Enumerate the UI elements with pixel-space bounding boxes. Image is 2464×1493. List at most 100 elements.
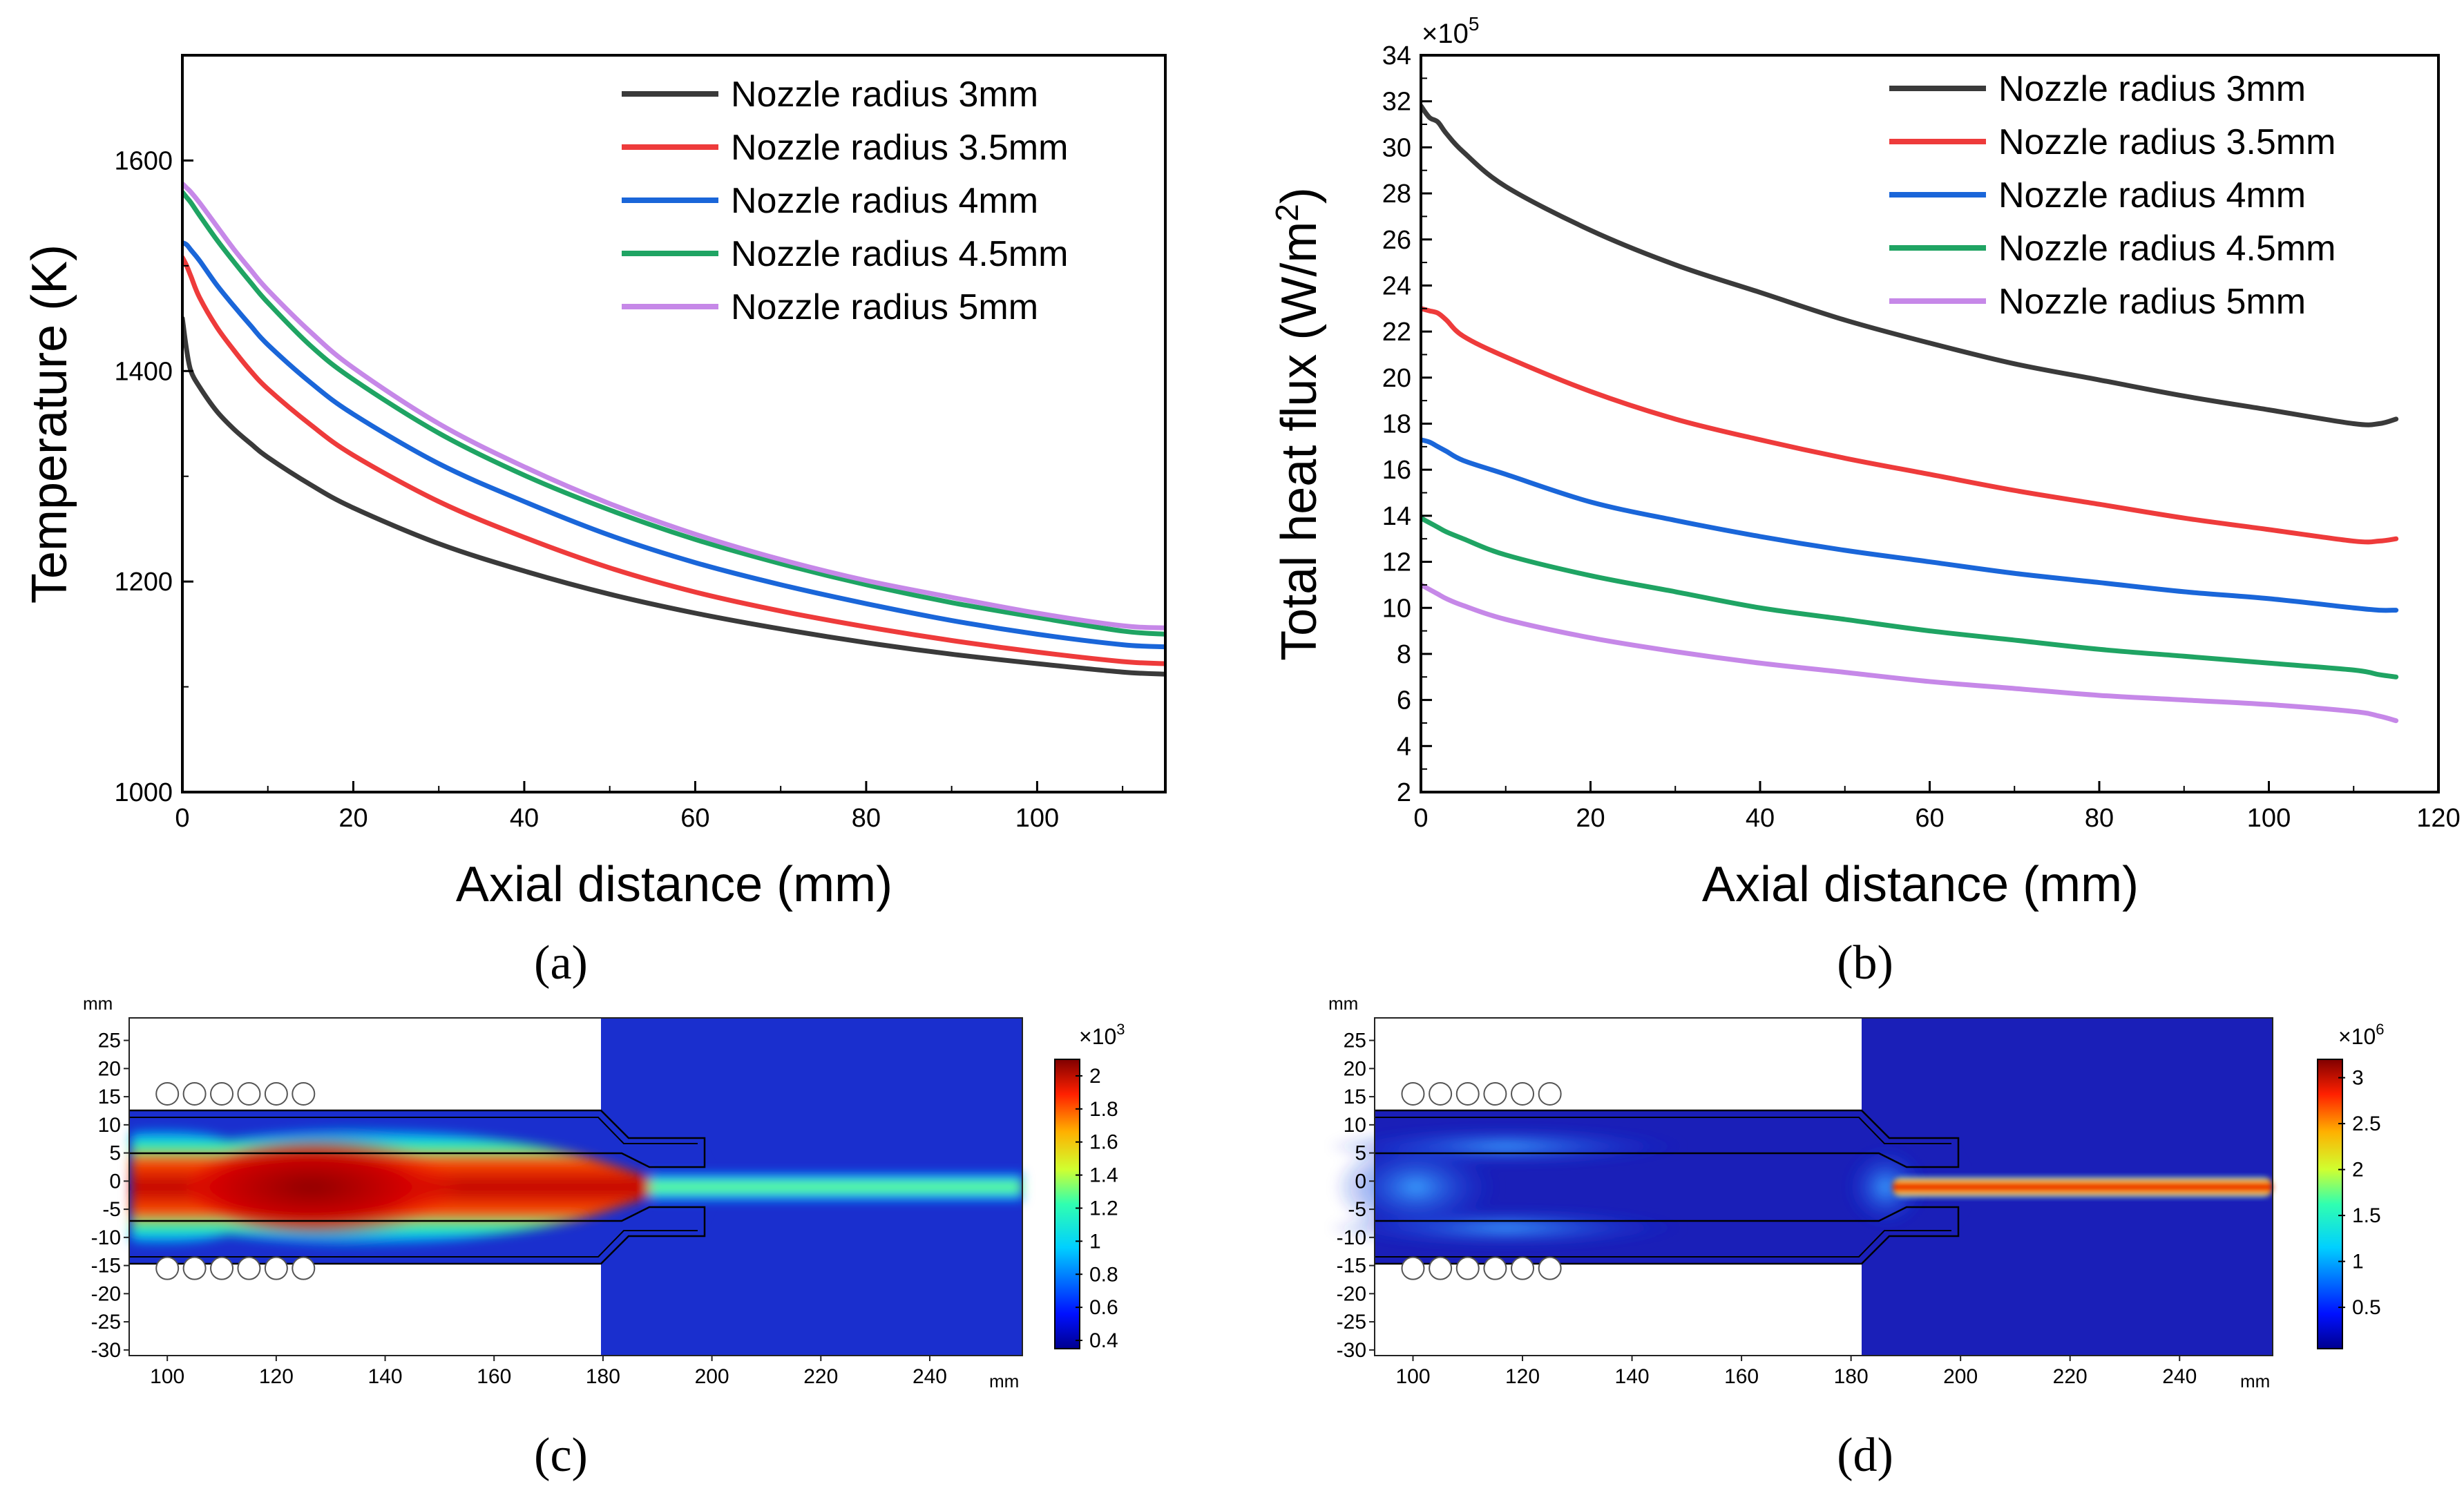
heat-flux-series-group [1421,103,2399,724]
coil-turn-3 [1455,1256,1480,1280]
heat-flux-x-axis-label: Axial distance (mm) [1702,857,2139,912]
map-y-tick-label: 10 [98,1114,121,1137]
map-y-tick-label: 25 [1344,1030,1366,1052]
map-x-tick-label: 100 [1395,1365,1430,1388]
temperature-field-wall-bottom [129,1206,706,1265]
colorbar-tick-label: 1.8 [1089,1098,1118,1121]
colorbar-tick-label: 2 [1089,1065,1101,1088]
heat-flux-ticks: 0 20 40 60 80 100 1202468101214161820222426283… [1382,41,2461,833]
series-line-4 [182,189,1165,637]
x-tick-label: 80 [2085,804,2114,833]
x-tick-label: 20 [338,804,367,833]
y-tick-label: 2 [1397,778,1411,807]
temperature-field-unit-y: mm [83,993,113,1014]
map-x-tick-label: 140 [1615,1365,1650,1388]
coil-turn-2 [1429,1256,1453,1280]
x-tick-label: 0 [1413,804,1428,833]
coil-turn-6 [1538,1082,1562,1106]
x-tick-label: 20 [1576,804,1605,833]
y-tick-label: 12 [1382,548,1411,577]
legend-label-2: Nozzle radius 3.5mm [731,128,1068,168]
temperature-x-axis-label: Axial distance (mm) [456,857,892,912]
coil-turn-5 [1511,1082,1535,1106]
temperature-y-axis-label: Temperature (K) [22,244,77,604]
coil-turn-2 [1429,1082,1453,1106]
coil-turn-5 [264,1082,288,1106]
coil-turn-1 [155,1256,180,1280]
colorbar-tick-label: 0.6 [1089,1296,1118,1319]
heat-flux-y-axis-label: Total heat flux (W/m2) [1269,187,1327,661]
legend-label-3: Nozzle radius 4mm [1998,175,2306,215]
map-y-tick-label: 0 [109,1170,121,1193]
x-tick-label: 100 [1015,804,1059,833]
legend-label-1: Nozzle radius 3mm [731,75,1038,115]
map-x-tick-label: 180 [1834,1365,1869,1388]
map-y-tick-label: -15 [91,1255,121,1278]
legend-label-1: Nozzle radius 3mm [1998,69,2306,109]
temperature-field-inner-wall-top [129,1117,698,1144]
temperature-ticks: 0 20 40 60 80 100 1000 1200 1400 1600 [114,55,1124,833]
temperature-field-coil-group [155,1082,316,1280]
map-x-tick-label: 220 [803,1365,838,1388]
coil-turn-6 [292,1256,316,1280]
series-line-2 [1421,306,2399,545]
heat-flux-axis-multiplier: ×105 [1422,13,1479,49]
temperature-legend: Nozzle radius 3mm Nozzle radius 3.5mm Nozz… [622,75,1068,327]
colorbar-tick-label: 1.2 [1089,1197,1118,1220]
x-tick-label: 60 [1915,804,1944,833]
colorbar-tick-label: 3 [2352,1067,2364,1090]
temperature-field-wall-top [129,1109,706,1168]
y-tick-label: 4 [1397,732,1411,761]
legend-label-4: Nozzle radius 4.5mm [731,234,1068,274]
y-tick-label: 34 [1382,41,1411,70]
map-y-tick-label: 5 [109,1142,121,1165]
map-y-tick-label: -20 [91,1282,121,1305]
temperature-field-hot-region [131,1127,1022,1247]
coil-turn-6 [292,1082,316,1106]
map-y-tick-label: 10 [1344,1114,1366,1137]
map-y-tick-label: 15 [1344,1086,1366,1108]
x-tick-label: 40 [1746,804,1775,833]
temperature-chart: 0 20 40 60 80 100 1000 1200 1400 1600 Nozzle radi… [22,54,1167,990]
map-y-tick-label: -15 [1337,1255,1366,1278]
heat-flux-field-wall-top [1375,1109,1960,1168]
temperature-field-map: 100 120 140 160 180 200 220 240 25 20 15 10 5 0 -5 -10 -… [83,993,1125,1482]
colorbar-tick-label: 2 [2352,1159,2364,1182]
map-x-tick-label: 180 [586,1365,620,1388]
colorbar-tick-label: 0.8 [1089,1263,1118,1286]
colorbar-tick-label: 1.5 [2352,1204,2381,1227]
temperature-colorbar-multiplier: ×103 [1079,1021,1125,1049]
coil-turn-2 [182,1082,207,1106]
map-y-tick-label: -30 [91,1339,121,1362]
heat-flux-field-coil-group [1401,1082,1562,1280]
map-y-tick-label: 0 [1355,1170,1366,1193]
heat-flux-colorbar-ticks: 3 2.5 2 1.5 1 0.5 [2338,1067,2381,1319]
series-line-1 [1421,103,2399,427]
heat-flux-field-jet [1893,1177,2273,1197]
heat-flux-field-inner-wall-bottom [1375,1230,1951,1258]
y-tick-label: 24 [1382,271,1411,300]
y-tick-label: 30 [1382,133,1411,162]
panel-label-c: (c) [534,1429,588,1482]
heat-flux-legend: Nozzle radius 3mm Nozzle radius 3.5mm Nozz… [1889,69,2336,322]
coil-turn-4 [237,1082,261,1106]
panel-label-d: (d) [1837,1429,1893,1482]
heat-flux-field-unit-x: mm [2240,1371,2270,1391]
coil-turn-4 [237,1256,261,1280]
series-line-2 [182,255,1165,666]
legend-label-5: Nozzle radius 5mm [731,287,1038,327]
heat-flux-field-frame [1374,1017,2273,1356]
series-line-3 [1421,437,2399,613]
y-tick-label: 1400 [114,357,173,386]
heat-flux-colorbar [2317,1059,2343,1349]
series-line-5 [182,181,1165,630]
map-y-tick-label: -25 [91,1311,121,1333]
map-y-tick-label: 20 [98,1057,121,1080]
series-line-3 [182,240,1165,650]
colorbar-tick-label: 0.4 [1089,1329,1118,1352]
y-tick-label: 14 [1382,502,1411,531]
y-tick-label: 8 [1397,640,1411,669]
y-tick-label: 1600 [114,146,173,175]
map-x-tick-label: 160 [477,1365,511,1388]
coil-turn-3 [210,1082,234,1106]
